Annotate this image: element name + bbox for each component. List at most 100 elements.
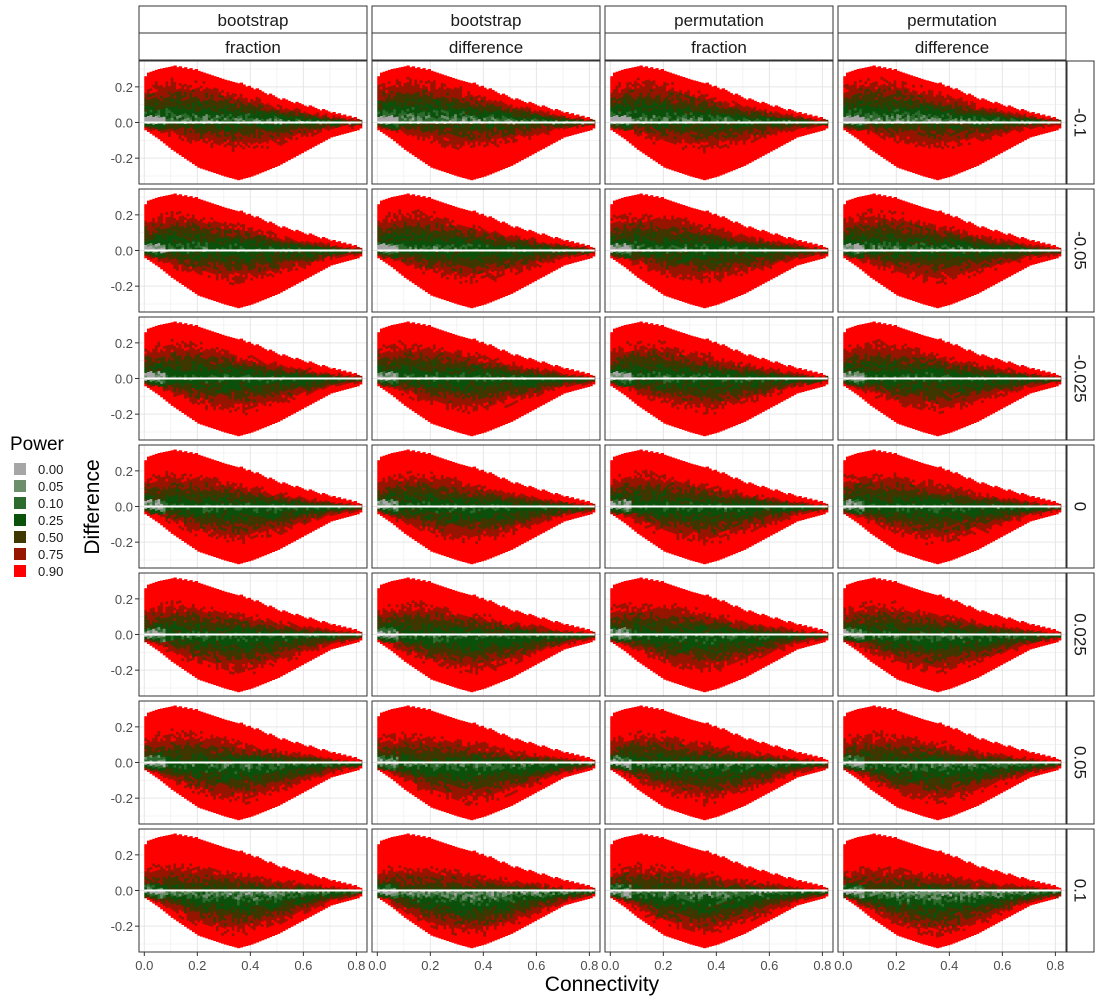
heatmap-tile [467,133,471,137]
heatmap-tile [406,108,410,112]
heatmap-tile [425,128,429,132]
heatmap-tile [523,131,527,135]
heatmap-tile [613,112,617,116]
heatmap-tile [200,90,204,94]
heatmap-tile [478,140,482,144]
heatmap-tile [229,172,233,176]
heatmap-tile [504,97,508,102]
heatmap-tile [247,107,251,111]
heatmap-tile [491,135,495,139]
heatmap-tile [417,118,421,122]
heatmap-tile [337,115,342,120]
heatmap-tile [215,162,220,166]
heatmap-tile [618,97,622,101]
heatmap-tile [470,136,474,141]
heatmap-tile [620,110,625,114]
heatmap-tile [200,95,204,100]
heatmap-tile [239,160,243,164]
heatmap-tile [202,136,206,141]
heatmap-tile [184,88,188,92]
heatmap-tile [189,108,193,112]
heatmap-tile [681,95,686,100]
heatmap-tile [499,116,503,120]
heatmap-tile [618,76,622,80]
heatmap-tile [213,110,217,115]
heatmap-tile [541,142,545,147]
heatmap-tile [480,128,484,132]
heatmap-tile [403,79,408,83]
heatmap-tile [433,162,437,166]
heatmap-tile [160,95,164,99]
heatmap-tile [655,132,659,136]
heatmap-tile [650,110,654,114]
heatmap-tile [668,72,672,76]
heatmap-tile [464,105,469,110]
heatmap-tile [652,103,656,108]
heatmap-tile [631,99,635,103]
heatmap-tile [676,96,680,100]
heatmap-tile [666,71,670,75]
heatmap-tile [284,99,289,103]
heatmap-tile [247,109,251,114]
heatmap-tile [229,81,233,85]
heatmap-tile [197,81,201,85]
heatmap-tile [271,127,275,131]
heatmap-tile [681,170,686,174]
heatmap-tile [430,156,434,160]
heatmap-tile [528,128,532,132]
heatmap-tile [414,76,418,80]
heatmap-tile [496,125,500,129]
heatmap-tile [668,96,672,100]
heatmap-tile [181,135,185,139]
heatmap-tile [459,131,463,135]
heatmap-tile [671,102,675,107]
heatmap-tile [245,153,249,157]
heatmap-tile [496,98,500,102]
heatmap-tile [255,152,259,156]
heatmap-tile [655,151,659,155]
heatmap-tile [250,149,254,153]
heatmap-tile [268,96,273,100]
heatmap-tile [218,128,222,132]
heatmap-tile [454,151,458,155]
heatmap-tile [340,115,344,119]
heatmap-tile [454,94,458,99]
heatmap-tile [207,127,212,132]
heatmap-tile [144,108,148,112]
heatmap-tile [430,81,434,85]
heatmap-tile [618,73,622,77]
heatmap-tile [332,114,336,118]
heatmap-tile [419,149,423,153]
heatmap-tile [406,118,410,123]
heatmap-tile [541,108,545,112]
heatmap-tile [194,90,198,94]
heatmap-tile [160,108,164,112]
heatmap-tile [631,107,635,111]
heatmap-tile [395,78,400,82]
heatmap-tile [200,133,204,137]
heatmap-tile [149,127,153,132]
heatmap-tile [414,132,418,136]
heatmap-tile [215,165,220,169]
heatmap-tile [258,97,262,102]
heatmap-tile [679,113,683,117]
heatmap-tile [486,110,490,114]
heatmap-tile [162,129,167,133]
heatmap-tile [663,81,667,85]
heatmap-tile [414,108,418,112]
heatmap-tile [382,90,386,94]
heatmap-tile [162,84,167,88]
heatmap-tile [194,98,198,102]
heatmap-tile [472,117,476,121]
heatmap-tile [440,138,445,142]
heatmap-tile [681,149,686,153]
heatmap-tile [162,116,167,120]
heatmap-tile [446,105,450,109]
heatmap-tile [165,107,169,111]
heatmap-tile [655,81,659,85]
heatmap-tile [634,131,638,135]
heatmap-tile [462,156,466,160]
heatmap-tile [456,146,461,150]
heatmap-tile [494,118,498,122]
heatmap-tile [443,134,447,138]
